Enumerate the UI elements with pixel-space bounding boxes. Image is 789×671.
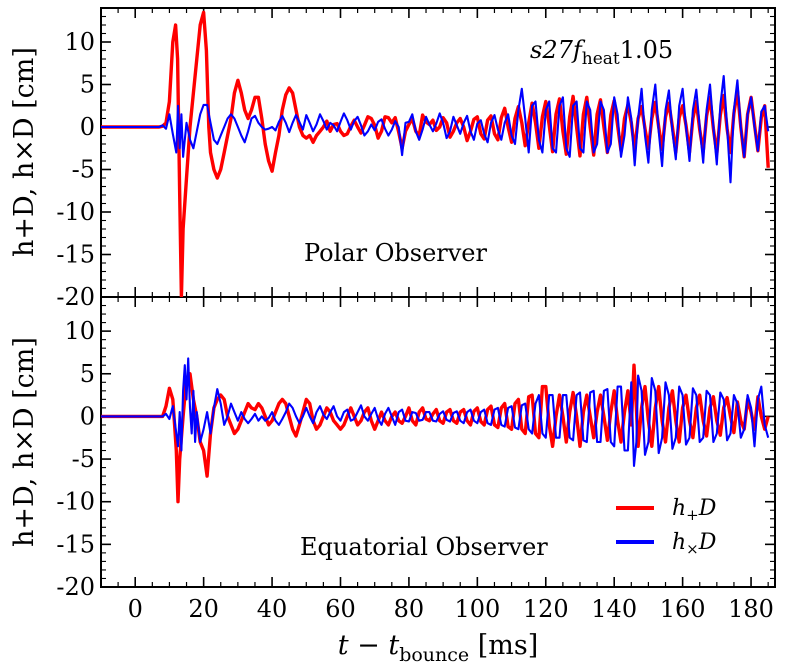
y-tick-label: -20: [56, 283, 95, 311]
x-tick-label: 120: [523, 595, 569, 623]
x-tick-label: 0: [128, 595, 143, 623]
y-tick-label: -15: [56, 241, 95, 269]
y-tick-label: -10: [56, 198, 95, 226]
x-tick-label: 20: [188, 595, 219, 623]
y-tick-label: -20: [56, 573, 95, 601]
x-tick-label: 40: [257, 595, 288, 623]
x-tick-label: 180: [728, 595, 774, 623]
y-tick-label: -10: [56, 488, 95, 516]
x-tick-label: 100: [454, 595, 500, 623]
y-tick-label: -5: [72, 156, 95, 184]
x-tick-label: 160: [660, 595, 706, 623]
y-tick-label: -5: [72, 445, 95, 473]
y-axis-title-bottom: h+D, h×D [cm]: [9, 337, 40, 547]
x-tick-label: 140: [591, 595, 637, 623]
top-y-tick-labels: -20 -15 -10 -5 0 5 10: [56, 28, 95, 311]
bottom-panel-annotation: Equatorial Observer: [300, 533, 548, 561]
x-axis-title: t − tbounce [ms]: [338, 630, 539, 666]
axis-ticks: [101, 7, 775, 588]
y-axis-title-top: h+D, h×D [cm]: [9, 47, 40, 257]
top-h-cross-series: [101, 74, 770, 184]
chart-title: s27fheat1.05: [530, 36, 673, 69]
bottom-y-tick-labels: -20 -15 -10 -5 0 5 10: [56, 317, 95, 601]
legend-label-h-cross: h×D: [672, 530, 717, 558]
bottom-h-plus-series: [101, 363, 770, 504]
legend-label-h-plus: h+D: [672, 496, 717, 524]
y-tick-label: 5: [80, 360, 95, 388]
y-tick-label: 0: [80, 402, 95, 430]
top-panel-annotation: Polar Observer: [304, 239, 488, 267]
y-tick-label: 0: [80, 113, 95, 141]
x-tick-label: 80: [394, 595, 425, 623]
x-tick-labels: 0 20 40 60 80 100 120 140 160 180: [128, 595, 774, 623]
legend: h+D h×D: [616, 496, 717, 558]
y-tick-label: -15: [56, 530, 95, 558]
y-tick-label: 10: [64, 317, 95, 345]
y-tick-label: 10: [64, 28, 95, 56]
bottom-h-cross-series: [101, 357, 770, 467]
x-tick-label: 60: [325, 595, 356, 623]
y-tick-label: 5: [80, 71, 95, 99]
